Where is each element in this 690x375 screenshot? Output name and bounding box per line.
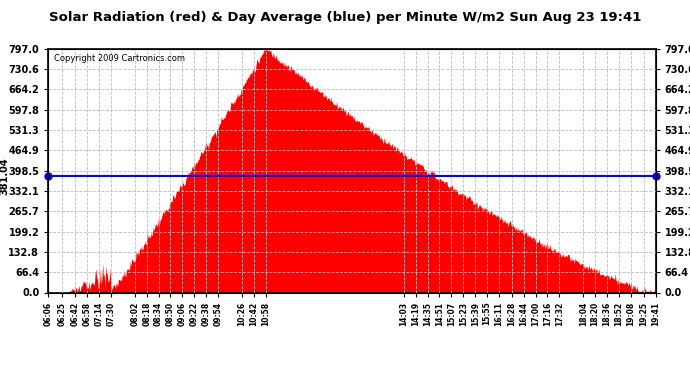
Text: 381.04: 381.04 bbox=[0, 157, 10, 195]
Text: Copyright 2009 Cartronics.com: Copyright 2009 Cartronics.com bbox=[55, 54, 186, 63]
Text: Solar Radiation (red) & Day Average (blue) per Minute W/m2 Sun Aug 23 19:41: Solar Radiation (red) & Day Average (blu… bbox=[49, 11, 641, 24]
